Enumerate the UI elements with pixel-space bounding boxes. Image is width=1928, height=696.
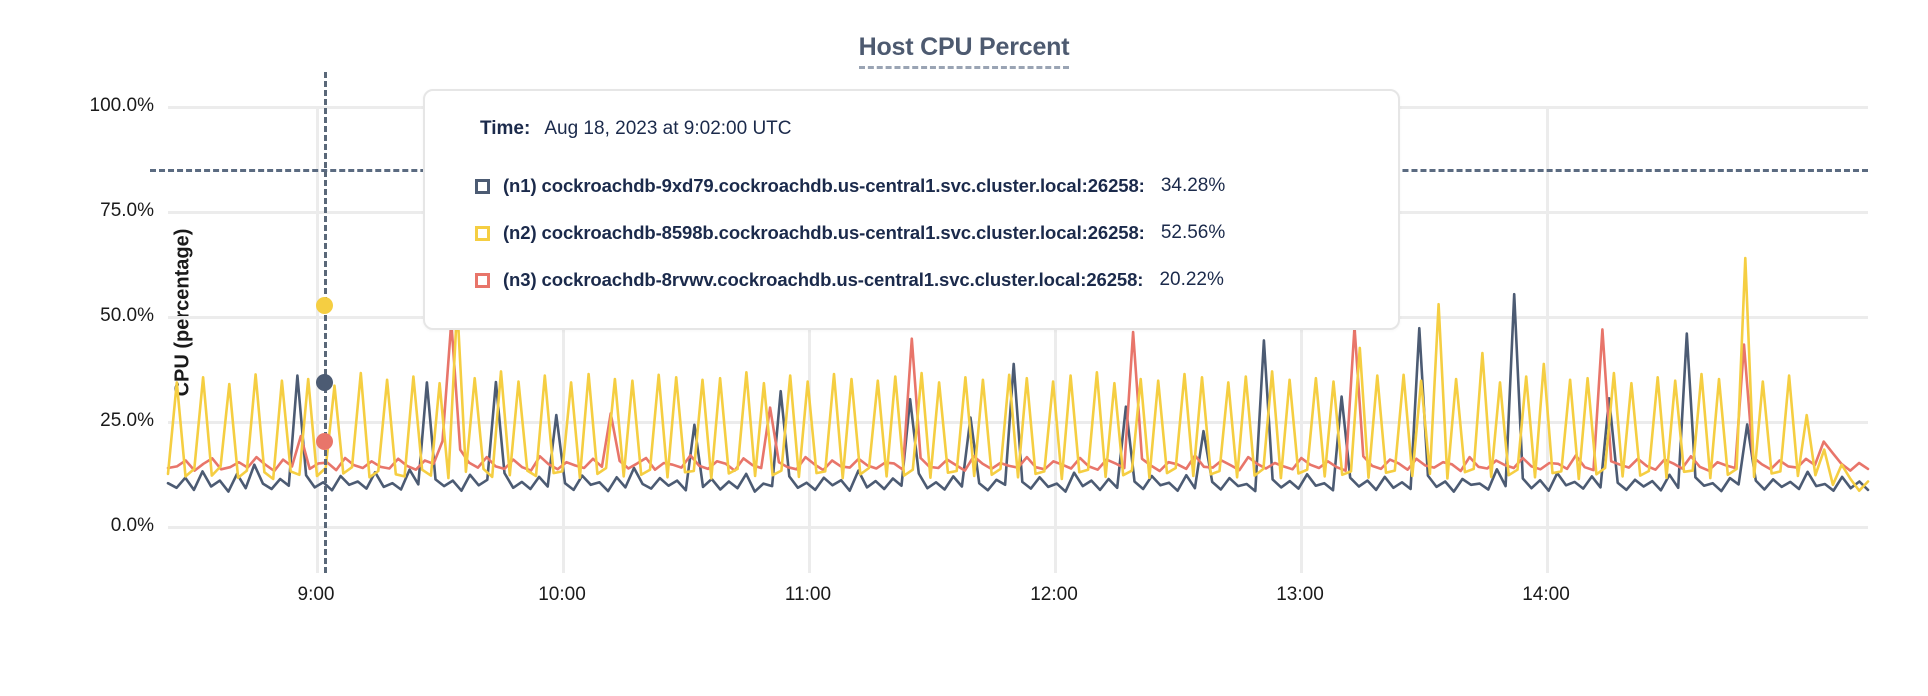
gridline-x-0900: [316, 106, 319, 573]
page-title: Host CPU Percent: [0, 32, 1928, 69]
y-tick-label-0: 0.0%: [110, 515, 154, 536]
x-tick-label-0900: 9:00: [297, 584, 335, 605]
series-color-swatch-n1: [475, 178, 490, 194]
tooltip-series-value-n2: 52.56%: [1160, 222, 1226, 243]
y-tick-label-100: 100.0%: [89, 95, 154, 116]
gridline-x-1200: [1054, 106, 1057, 573]
tooltip-series-name-n2: (n2) cockroachdb-8598b.cockroachdb.us-ce…: [503, 222, 1139, 243]
tooltip-colon-n2: :: [1138, 222, 1145, 243]
tooltip-series-value-n3: 20.22%: [1159, 269, 1224, 290]
series-color-swatch-n2: [475, 225, 490, 241]
hover-tooltip: Time: Aug 18, 2023 at 9:02:00 UTC (n1) c…: [423, 89, 1400, 330]
gridline-x-1400: [1546, 106, 1549, 573]
chart-title-text: Host CPU Percent: [858, 33, 1070, 69]
tooltip-time-value: Aug 18, 2023 at 9:02:00 UTC: [544, 118, 792, 139]
tooltip-row-n3[interactable]: (n3) cockroachdb-8rvwv.cockroachdb.us-ce…: [425, 264, 1398, 296]
y-tick-label-50: 50.0%: [100, 305, 154, 326]
tooltip-colon-n1: :: [1138, 175, 1145, 196]
series-line-n2: [166, 256, 1870, 493]
tooltip-time-row: Time: Aug 18, 2023 at 9:02:00 UTC: [425, 118, 1398, 140]
gridline-x-1000: [562, 106, 565, 573]
series-color-swatch-n3: [475, 272, 490, 288]
gridline-y-0: [168, 526, 1868, 529]
tooltip-series-name-n3: (n3) cockroachdb-8rvwv.cockroachdb.us-ce…: [503, 269, 1138, 290]
x-tick-label-1200: 12:00: [1030, 584, 1078, 605]
x-tick-label-1100: 11:00: [784, 584, 832, 605]
x-tick-label-1400: 14:00: [1522, 584, 1570, 605]
crosshair-line[interactable]: [324, 72, 327, 573]
tooltip-row-n2[interactable]: (n2) cockroachdb-8598b.cockroachdb.us-ce…: [425, 217, 1398, 249]
series-line-n1: [166, 292, 1870, 493]
hover-point-n1[interactable]: [315, 373, 333, 391]
gridline-x-1100: [808, 106, 811, 573]
hover-point-n3[interactable]: [315, 432, 333, 450]
x-tick-label-1300: 13:00: [1276, 584, 1324, 605]
x-tick-label-1000: 10:00: [538, 584, 586, 605]
tooltip-series-name-n1: (n1) cockroachdb-9xd79.cockroachdb.us-ce…: [503, 175, 1139, 196]
tooltip-time-label: Time:: [480, 118, 531, 139]
tooltip-series-value-n1: 34.28%: [1160, 175, 1226, 196]
y-tick-label-75: 75.0%: [100, 200, 154, 221]
tooltip-colon-n3: :: [1137, 269, 1144, 290]
y-tick-label-25: 25.0%: [100, 410, 154, 431]
gridline-x-1300: [1300, 106, 1303, 573]
hover-point-n2[interactable]: [315, 296, 333, 314]
tooltip-row-n1[interactable]: (n1) cockroachdb-9xd79.cockroachdb.us-ce…: [425, 170, 1398, 202]
